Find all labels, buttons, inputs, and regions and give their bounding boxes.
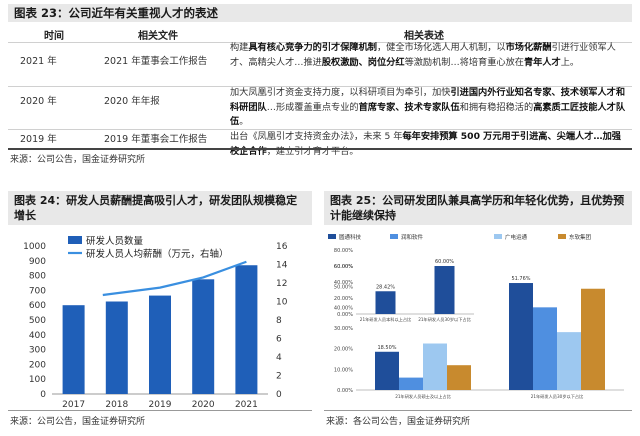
chart25-svg: 圆通科技 润和软件 广电运通 东软集团 0.00% 20.00% 40.00% 60.00% 8…: [328, 233, 624, 400]
bar: [235, 265, 258, 394]
bar: [434, 266, 455, 314]
bar: [581, 288, 605, 390]
legend-label: 广电运通: [505, 233, 528, 241]
bar: [375, 351, 399, 390]
bar: [105, 301, 128, 394]
x-tick-label: 21年研发人员本科以上占比: [360, 316, 411, 323]
y-tick-label: 30.00%: [334, 326, 353, 332]
y-tick-label: 900: [29, 257, 46, 267]
col-header-file: 相关文件: [138, 31, 178, 42]
data-label: 51.76%: [511, 276, 530, 282]
x-tick-label: 2017: [62, 400, 85, 410]
table-bottom-rule: [8, 148, 632, 150]
y-tick-label: 0.00%: [337, 388, 353, 394]
header-divider: [8, 42, 632, 43]
col-header-desc: 相关表述: [404, 31, 444, 42]
row-2019-file: 2019 年董事会工作报告: [104, 134, 208, 145]
y-tick-label: 10.00%: [334, 367, 353, 373]
y-tick-label: 20.00%: [334, 347, 353, 353]
y2-tick-label: 12: [276, 279, 287, 289]
legend-swatch: [558, 234, 566, 239]
bar: [533, 307, 557, 390]
y-tick-label: 0.00%: [337, 312, 353, 318]
legend-label-line: 研发人员人均薪酬（万元，右轴）: [86, 248, 229, 260]
row-2021-time: 2021 年: [20, 56, 57, 67]
table23-source: 来源：公司公告，国金证券研究所: [10, 155, 146, 165]
legend-label: 圆通科技: [339, 233, 362, 241]
salary-line: [102, 260, 247, 297]
chart24-bottom-rule: [8, 410, 312, 411]
y-tick-label: 300: [29, 346, 46, 356]
y-tick-label: 0: [40, 390, 46, 400]
data-label: 28.42%: [376, 284, 395, 290]
y-tick-label: 20.00%: [334, 296, 353, 302]
bar: [447, 365, 471, 390]
y-tick-label: 80.00%: [334, 248, 353, 254]
y-tick-label: 1000: [23, 242, 46, 252]
y-tick-label: 50.00%: [334, 285, 353, 291]
row-2020-time: 2020 年: [20, 96, 57, 107]
y2-tick-label: 2: [276, 372, 282, 382]
bar: [149, 295, 171, 394]
y-tick-label: 40.00%: [334, 280, 353, 286]
y2-tick-label: 4: [276, 353, 282, 363]
bar: [62, 305, 85, 394]
x-tick-label: 2018: [105, 400, 128, 410]
y2-tick-label: 6: [276, 335, 282, 345]
chart25-source: 来源：各公司公告，国金证券研究所: [326, 417, 471, 427]
bar: [423, 343, 447, 390]
legend-swatch-bar: [68, 236, 82, 244]
chart25-bottom-rule: [324, 410, 632, 411]
x-tick-label: 21年研发人员硕士及以上占比: [395, 393, 451, 400]
y-tick-label: 200: [29, 360, 46, 370]
data-label: 18.50%: [377, 345, 396, 351]
legend-label-bar: 研发人员数量: [86, 235, 144, 247]
y-tick-label: 60.00%: [334, 264, 353, 270]
row-divider: [8, 129, 632, 130]
row-2020-file: 2020 年年报: [104, 96, 160, 107]
y-tick-label: 400: [29, 331, 46, 341]
legend-swatch: [390, 234, 398, 239]
x-tick-label: 21年研发人员30岁以下占比: [531, 393, 584, 400]
row-2021-file: 2021 年董事会工作报告: [104, 56, 208, 67]
bar: [375, 291, 396, 314]
y-tick-label: 800: [29, 272, 46, 282]
x-tick-label: 21年研发人员30岁以下占比: [418, 316, 471, 323]
row-divider: [8, 86, 632, 87]
col-header-time: 时间: [44, 31, 64, 42]
y2-tick-label: 8: [276, 316, 282, 326]
x-tick-label: 2020: [192, 400, 215, 410]
legend-label: 东软集团: [569, 233, 592, 241]
bar: [399, 377, 423, 390]
legend-swatch: [494, 234, 502, 239]
table23-title: 图表 23：公司近年有关重视人才的表述: [8, 4, 632, 22]
y-tick-label: 100: [29, 375, 46, 385]
x-tick-label: 2019: [149, 400, 172, 410]
y-tick-label: 500: [29, 316, 46, 326]
row-2019-time: 2019 年: [20, 134, 57, 145]
bar: [509, 283, 533, 390]
chart24-title: 图表 24：研发人员薪酬提高吸引人才，研发团队规模稳定增长: [8, 191, 312, 225]
y-tick-label: 600: [29, 301, 46, 311]
y2-tick-label: 14: [276, 261, 288, 271]
y2-tick-label: 16: [276, 242, 288, 252]
legend-swatch: [328, 234, 336, 239]
chart25-title: 图表 25：公司研发团队兼具高学历和年轻化优势，且优势预计能继续保持: [324, 191, 632, 225]
row-2020-desc: 加大凤凰引才资金支持力度，以科研项目为牵引，加快引进国内外行业知名专家、技术领军…: [230, 87, 626, 127]
row-2021-desc: 构建具有核心竞争力的引才保障机制，健全市场化选人用人机制，以市场化薪酬引进行业领…: [230, 42, 616, 68]
y-tick-label: 60.00%: [334, 264, 353, 270]
data-label: 60.00%: [435, 259, 454, 265]
y-tick-label: 40.00%: [334, 305, 353, 311]
chart24-svg: 0 100 200 300 400 500 600 700 800 900 1000 0 2 4 6 8 10 1…: [23, 235, 288, 410]
legend-label: 润和软件: [401, 233, 424, 241]
row-2019-desc: 出台《凤凰引才支持资金办法》，未来 5 年每年安排预算 500 万元用于引进高、…: [230, 131, 621, 157]
y-tick-label: 700: [29, 286, 46, 296]
x-tick-label: 2021: [235, 400, 258, 410]
chart24-source: 来源：公司公告，国金证券研究所: [10, 417, 146, 427]
y2-tick-label: 0: [276, 390, 282, 400]
bar: [557, 332, 581, 390]
y2-tick-label: 10: [276, 298, 288, 308]
bar: [192, 279, 215, 394]
